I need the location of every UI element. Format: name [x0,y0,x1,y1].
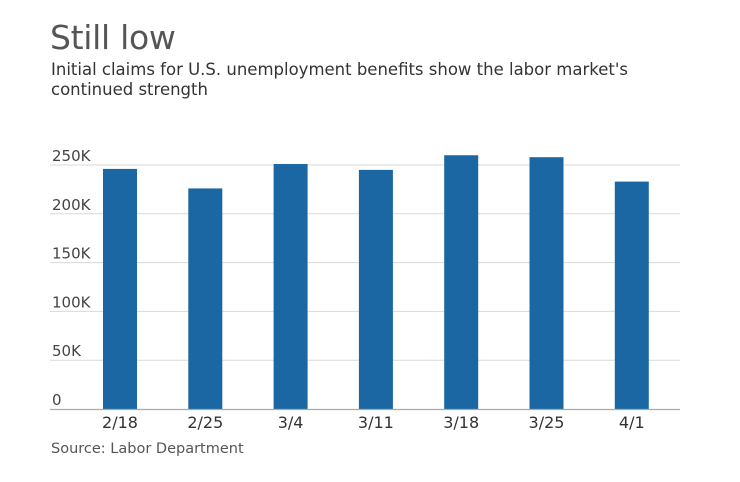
chart-title: Still low [50,18,176,57]
y-axis-ticks: 0 50K 100K 150K 200K 250K [52,147,92,409]
y-tick-label: 250K [52,147,92,165]
chart-subtitle: Initial claims for U.S. unemployment ben… [51,60,628,99]
bar-3-18 [444,155,479,409]
bars [103,155,649,409]
x-tick-label: 3/18 [443,413,479,432]
x-tick-label: 2/25 [187,413,223,432]
x-tick-label: 4/1 [619,413,645,432]
y-tick-label: 50K [52,342,82,360]
x-tick-label: 2/18 [102,413,138,432]
bar-2-18 [103,168,137,409]
bar-2-25 [188,188,223,409]
x-tick-label: 3/25 [529,413,565,432]
y-tick-label: 150K [52,245,92,263]
bar-3-4 [273,164,308,409]
chart-source: Source: Labor Department [51,441,244,457]
y-tick-label: 200K [52,196,92,214]
x-axis-ticks: 2/18 2/25 3/4 3/11 3/18 3/25 4/1 [50,408,680,432]
y-tick-label: 0 [52,391,62,409]
bar-3-25 [529,157,564,409]
bar-4-1 [614,181,649,409]
x-tick-label: 3/4 [278,413,304,432]
x-tick-label: 3/11 [358,413,394,432]
bar-3-11 [358,169,393,409]
y-tick-label: 100K [52,293,92,311]
